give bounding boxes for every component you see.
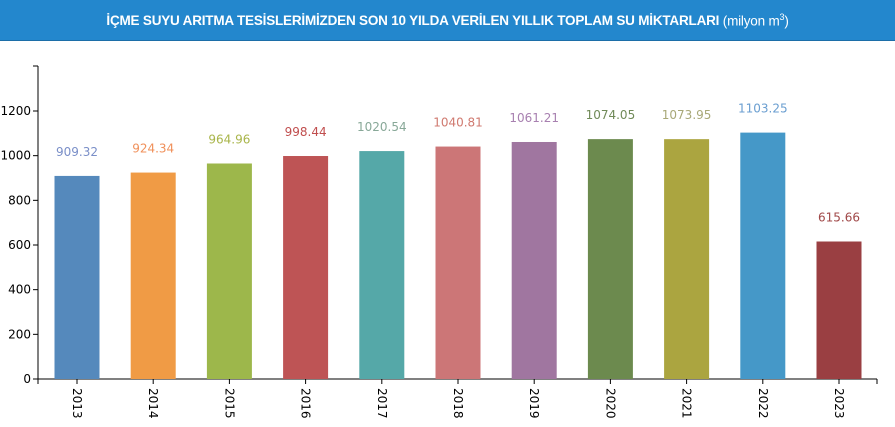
y-tick-label: 400 <box>8 283 31 297</box>
data-label-2017: 1020.54 <box>357 120 407 134</box>
unit-label: (milyon m3) <box>722 11 789 29</box>
y-tick-label: 600 <box>8 238 31 252</box>
bar-2019 <box>511 141 557 379</box>
chart-title: İÇME SUYU ARITMA TESİSLERİMİZDEN SON 10 … <box>106 12 720 28</box>
x-tick-label: 2019 <box>527 388 541 419</box>
data-label-2018: 1040.81 <box>433 116 483 130</box>
bar-2013 <box>54 175 100 379</box>
x-tick-label: 2015 <box>222 388 236 419</box>
x-tick-label: 2016 <box>299 388 313 419</box>
bar-2014 <box>130 172 176 379</box>
x-tick-label: 2023 <box>832 388 846 419</box>
y-tick-label: 0 <box>23 372 31 386</box>
data-label-2015: 964.96 <box>208 132 250 146</box>
x-tick-label: 2017 <box>375 388 389 419</box>
bar-2021 <box>664 139 710 379</box>
y-tick-label: 1000 <box>0 149 31 163</box>
x-tick-label: 2018 <box>451 388 465 419</box>
data-label-2019: 1061.21 <box>509 111 559 125</box>
y-tick-label: 200 <box>8 327 31 341</box>
bar-2022 <box>740 132 786 379</box>
bar-2020 <box>587 139 633 379</box>
bar-2023 <box>816 241 862 379</box>
y-tick-label: 1200 <box>0 104 31 118</box>
chart-title-bar: İÇME SUYU ARITMA TESİSLERİMİZDEN SON 10 … <box>0 0 895 41</box>
data-label-2013: 909.32 <box>56 145 98 159</box>
x-tick-label: 2014 <box>146 388 160 419</box>
x-tick-label: 2021 <box>680 388 694 419</box>
bar-2017 <box>359 151 405 379</box>
bar-2015 <box>206 163 252 379</box>
data-label-2020: 1074.05 <box>586 108 636 122</box>
y-tick-label: 800 <box>8 193 31 207</box>
data-label-2023: 615.66 <box>818 211 860 225</box>
data-label-2014: 924.34 <box>132 142 174 156</box>
bar-2016 <box>283 156 329 379</box>
x-tick-label: 2013 <box>70 388 84 419</box>
x-tick-label: 2020 <box>603 388 617 419</box>
bar-2018 <box>435 146 481 379</box>
data-label-2016: 998.44 <box>285 125 327 139</box>
x-tick-label: 2022 <box>756 388 770 419</box>
data-label-2021: 1073.95 <box>662 108 712 122</box>
data-label-2022: 1103.25 <box>738 102 788 116</box>
